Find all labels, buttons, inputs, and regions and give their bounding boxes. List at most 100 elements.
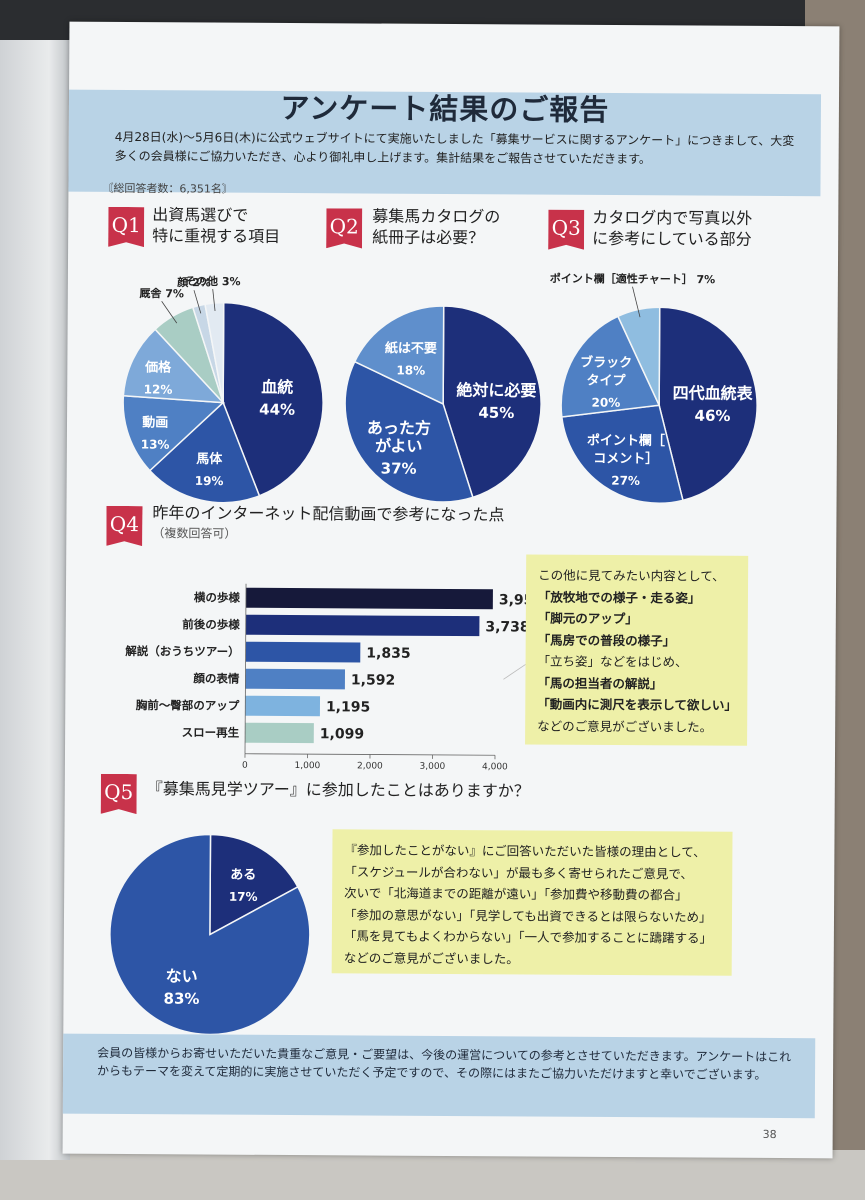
q2-slice-label-2: 紙は不要: [385, 340, 437, 356]
q3-badge: Q3: [548, 210, 584, 250]
q1-pie-chart: 血統 44% 馬体 19% 動画 13% 価格 12% 厩舎 7%顔 2%その他 3%: [122, 274, 324, 504]
q4-category-label: 前後の歩様: [182, 617, 240, 631]
page-title: アンケート結果のご報告: [280, 90, 610, 127]
q3-slice-label-1: ポイント欄［: [587, 432, 665, 448]
q1-slice-label-5: 顔 2%: [176, 275, 211, 289]
q4-note-line: この他に見てみたい内容として、: [538, 567, 725, 584]
q5-slice-0: [209, 833, 299, 936]
q4-category-label: 胸前〜臀部のアップ: [136, 698, 240, 713]
q1-slice-0: [222, 301, 324, 497]
q1-slice-label-6: その他 3%: [185, 274, 241, 288]
q4-bar: [245, 587, 493, 610]
q3-question: カタログ内で写真以外 に参考にしている部分: [592, 207, 752, 250]
q1-leader-4: [161, 300, 178, 324]
q3-slice-label-2: ブラック: [580, 355, 632, 371]
q4-bar: [245, 695, 321, 717]
q3-slice-label-1: コメント］: [593, 450, 658, 466]
q1-badge: Q1: [108, 207, 144, 247]
q3-slice-value-0: 46%: [695, 407, 731, 425]
q5-slice-value-1: 83%: [163, 990, 199, 1008]
q1-slice-value-0: 44%: [259, 401, 295, 419]
q4-badge: Q4: [106, 506, 142, 546]
q4-note-line: などのご意見がございました。: [537, 718, 713, 735]
q4-bar: [245, 614, 480, 637]
q4-value-label: 1,195: [326, 699, 370, 715]
q4-value-label: 1,099: [320, 726, 364, 742]
q2-badge: Q2: [326, 208, 362, 248]
q1-question: 出資馬選びで 特に重視する項目: [152, 204, 280, 247]
q3-slice-value-2: 20%: [591, 396, 620, 410]
q3-slice-value-1: 27%: [611, 474, 640, 488]
q1-slice-3: [122, 328, 225, 404]
closing-text: 会員の皆様からお寄せいただいた貴重なご意見・ご要望は、今後の運営についての参考と…: [97, 1045, 792, 1082]
q4-note-box: この他に見てみたい内容として、 「放牧地での様子・走る姿」 「脚元のアップ」「馬房で…: [525, 554, 749, 746]
q4-question: 昨年のインターネット配信動画で参考になった点 （複数回答可）: [152, 502, 504, 546]
q4-category-label: 解説（おうちツアー）: [125, 644, 239, 659]
q2-line2: 紙冊子は必要？: [372, 227, 485, 248]
q4-category-label: 横の歩様: [194, 590, 241, 604]
q5-slice-label-1: ない: [166, 967, 198, 986]
q5-question: 『募集馬見学ツアー』に参加したことはありますか？: [146, 779, 530, 801]
q4-x-tick-label: 4,000: [482, 762, 508, 772]
q1-slice-label-3: 価格: [144, 359, 172, 375]
q2-question: 募集馬カタログの 紙冊子は必要？: [372, 206, 500, 249]
q1-slice-label-1: 馬体: [196, 451, 223, 467]
page-number: 38: [762, 1127, 777, 1141]
q5-slice-1: [109, 833, 311, 1036]
q2-slice-value-2: 18%: [396, 363, 425, 377]
q4-bar: [245, 641, 361, 663]
q5-badge: Q5: [101, 774, 137, 814]
q1-slice-value-2: 13%: [141, 437, 170, 451]
q1-slice-1: [148, 401, 261, 504]
q5-note-line: などのご意見がございました。: [343, 949, 519, 966]
q5-note-line: 「参加の意思がない」「見学しても出資できるとは限らないため」: [343, 906, 712, 925]
q4-note-line: 「馬房での普段の様子」: [537, 632, 676, 648]
q3-slice-label-3: ポイント欄［適性チャート］ 7%: [550, 271, 715, 286]
q5-note-box: 『参加したことがない』にご回答いただいた皆様の理由として、 「スケジュールが合わな…: [331, 829, 733, 976]
q4-category-label: スロー再生: [182, 725, 240, 739]
q2-slice-1: [344, 360, 474, 503]
q4-callout-line: [503, 664, 526, 680]
q4-note-line: 「脚元のアップ」: [537, 610, 638, 627]
q3-slice-label-0: 四代血統表: [673, 384, 754, 403]
left-page-edge: [0, 40, 70, 1160]
q4-note-line: 「動画内に測尺を表示して欲しい」: [537, 696, 737, 713]
q2-slice-label-0: 絶対に必要: [456, 381, 536, 400]
q4-value-label: 1,835: [366, 645, 410, 661]
q4-note-line: 「立ち姿」などをはじめ、: [537, 653, 688, 670]
brochure-page: アンケート結果のご報告 4月28日(水)〜5月6日(木)に公式ウェブサイトにて実…: [62, 21, 840, 1159]
q4-bar: [245, 722, 314, 744]
respondent-count: 〘総回答者数：6,351名〙: [102, 181, 233, 196]
q1-leader-6: [212, 289, 216, 312]
q2-slice-label-1: あった方: [367, 418, 431, 437]
q4-note-line: 「放牧地での様子・走る姿」: [537, 589, 701, 606]
q2-slice-0: [442, 305, 542, 499]
q2-slice-2: [353, 305, 445, 406]
q1-leader-5: [193, 290, 202, 314]
q3-slice-2: [560, 315, 661, 418]
q3-slice-label-2: タイプ: [586, 374, 626, 389]
backdrop-bottom: [0, 1150, 865, 1200]
q1-line2: 特に重視する項目: [152, 226, 281, 246]
q5-pie-chart: ある 17% ない 83%: [109, 833, 311, 1036]
q1-slice-label-0: 血統: [261, 378, 293, 397]
q1-slice-2: [122, 394, 225, 472]
q3-slice-1: [560, 404, 684, 505]
q4-bar: [245, 668, 346, 690]
q2-line1: 募集馬カタログの: [372, 206, 501, 227]
q5-slice-value-0: 17%: [229, 890, 258, 904]
q4-y-axis: [244, 583, 247, 754]
q1-slice-value-1: 19%: [195, 474, 224, 488]
q3-leader-3: [632, 286, 641, 318]
q1-slice-label-2: 動画: [142, 415, 168, 431]
q1-line1: 出資馬選びで: [152, 205, 249, 225]
q4-x-tick-label: 3,000: [420, 762, 446, 772]
q4-value-label: 1,592: [351, 672, 395, 688]
q5-note-line: 次いで「北海道までの距離が遠い」「参加費や移動費の都合」: [344, 885, 688, 903]
q4-note-line: 「馬の担当者の解説」: [537, 675, 663, 691]
q4-line2: （複数回答可）: [152, 526, 237, 541]
q2-slice-value-1: 37%: [381, 459, 417, 477]
